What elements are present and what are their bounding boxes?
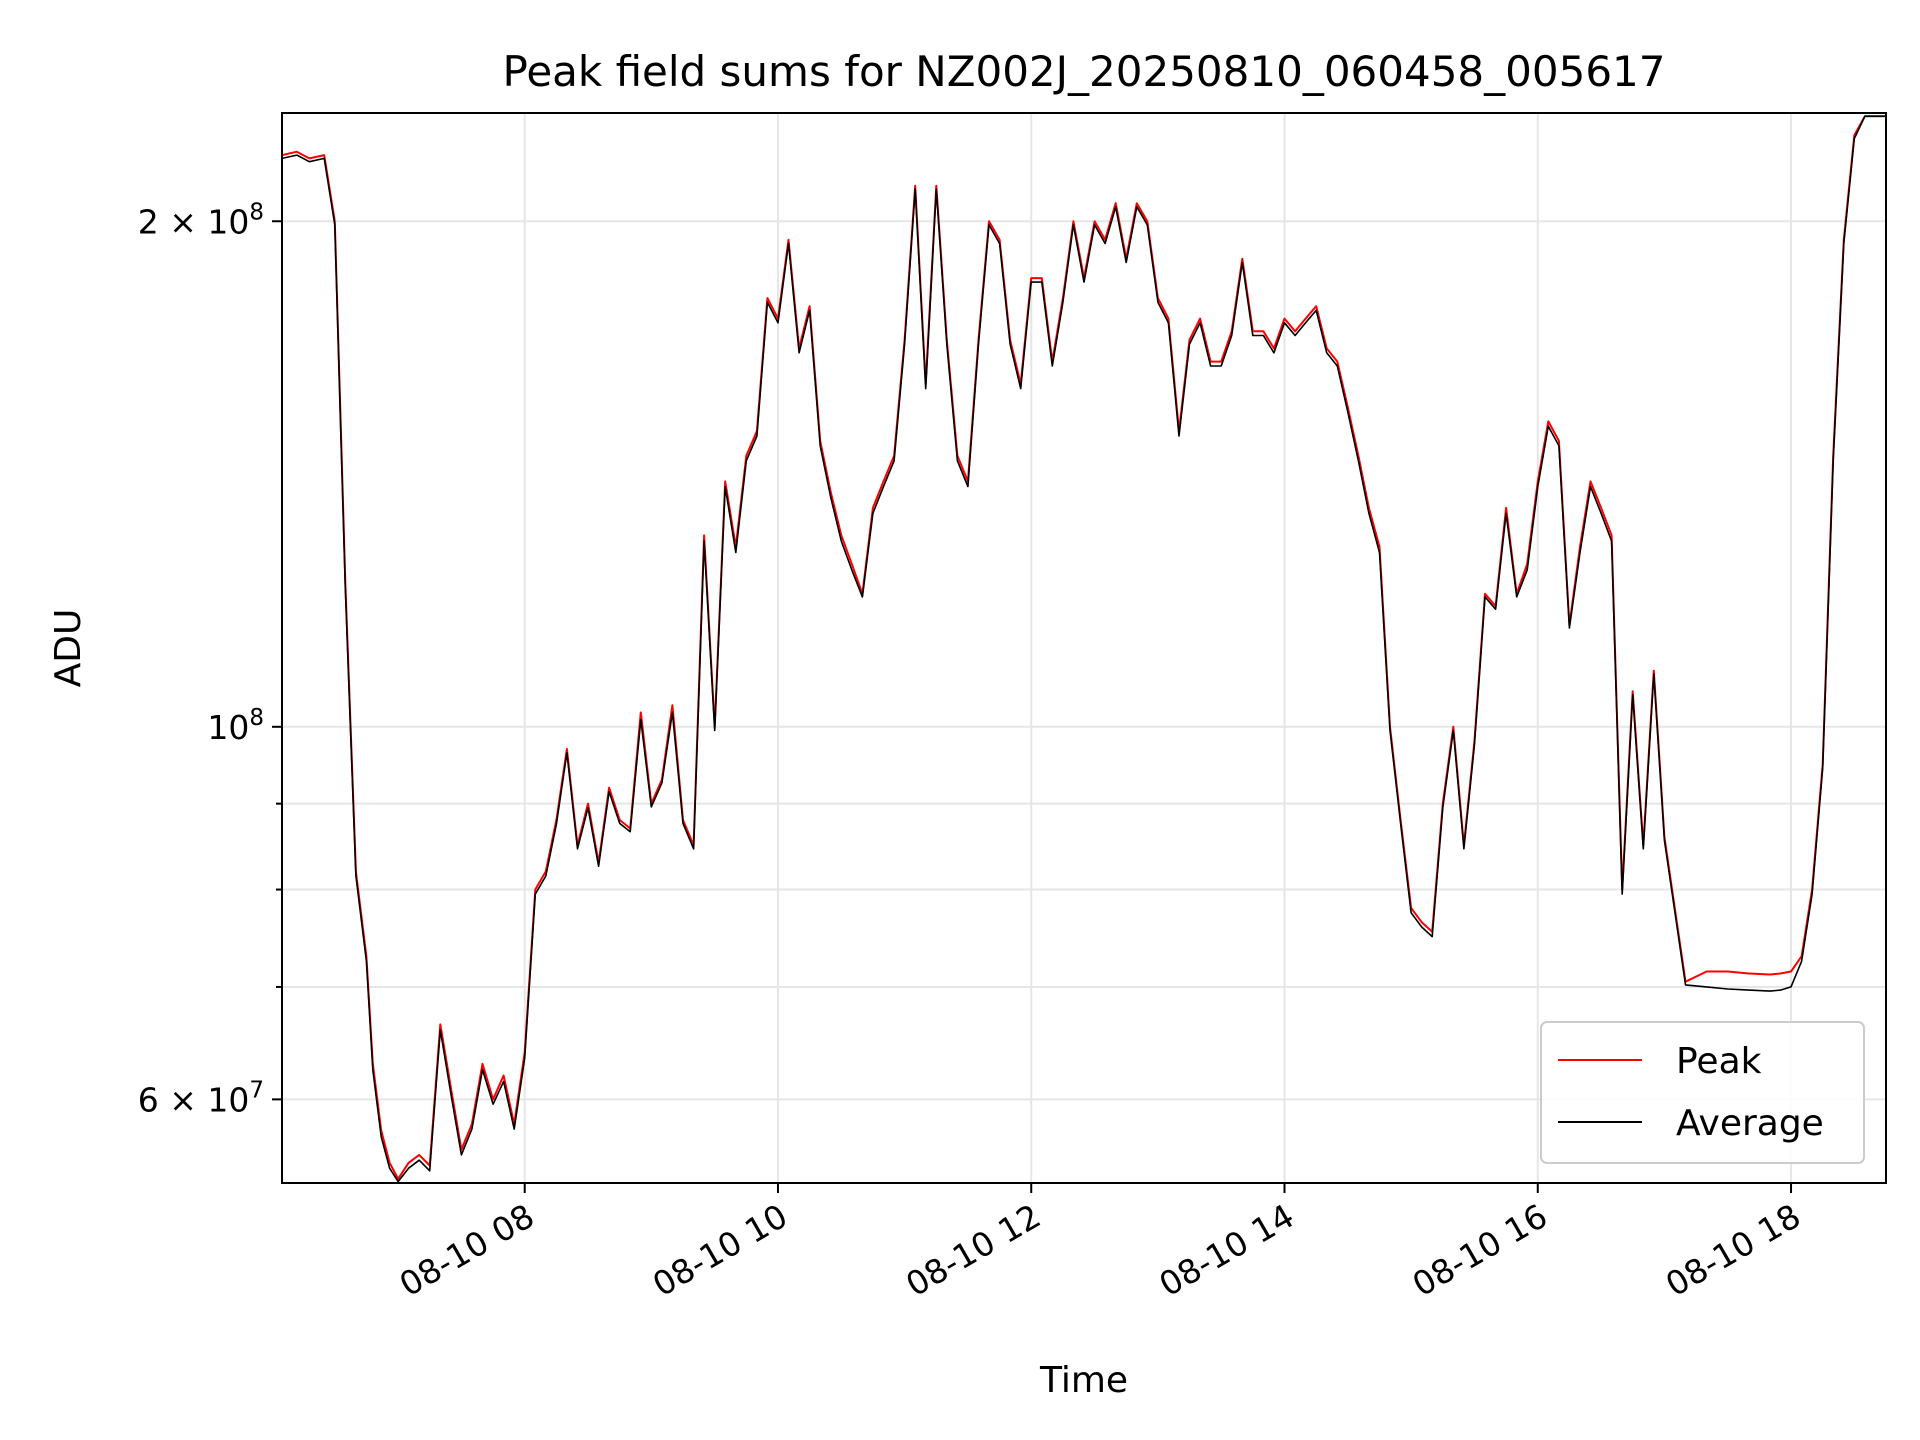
- plot-frame: [281, 112, 1887, 1184]
- chart-title: Peak field sums for NZ002J_20250810_0604…: [503, 47, 1666, 96]
- legend: Peak Average: [1540, 1021, 1865, 1164]
- grid: [282, 113, 1886, 1183]
- legend-box: [1540, 1021, 1865, 1164]
- plot-series: [282, 115, 1886, 1183]
- y-tick-label: 108: [207, 705, 264, 747]
- y-tick-label: 6 × 107: [138, 1077, 264, 1119]
- y-tick-label: 2 × 108: [138, 199, 264, 241]
- legend-label-peak: Peak: [1676, 1041, 1762, 1082]
- y-axis-title: ADU: [48, 609, 89, 688]
- legend-label-average: Average: [1676, 1103, 1824, 1144]
- x-axis-title: Time: [1039, 1360, 1128, 1401]
- y-axis: 2 × 108 108 6 × 107: [138, 199, 282, 1119]
- series-line-average: [282, 115, 1886, 1183]
